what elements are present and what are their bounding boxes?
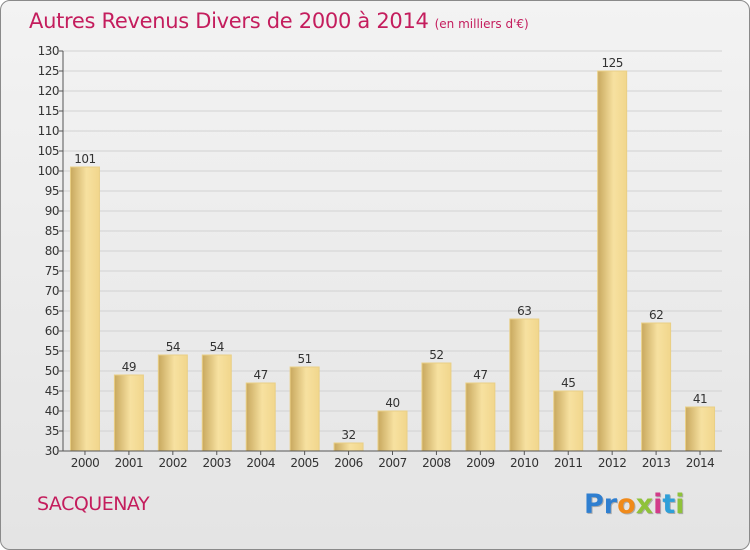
bar bbox=[245, 382, 276, 452]
logo-letter: o bbox=[617, 489, 636, 520]
x-tick-label: 2006 bbox=[334, 456, 363, 470]
x-tick-label: 2007 bbox=[378, 456, 407, 470]
data-label: 62 bbox=[649, 308, 663, 322]
data-label: 49 bbox=[122, 360, 136, 374]
y-tick-label: 55 bbox=[45, 344, 59, 358]
data-label: 54 bbox=[166, 340, 180, 354]
y-tick-label: 65 bbox=[45, 304, 59, 318]
bar bbox=[685, 406, 716, 452]
data-label: 54 bbox=[210, 340, 224, 354]
y-axis-ticks: 30 35 40 45 50 55 60 65 70 75 80 85 90 95 100 105 110 115… bbox=[38, 44, 63, 458]
y-tick-label: 110 bbox=[38, 124, 59, 138]
data-label: 47 bbox=[473, 368, 487, 382]
x-tick-label: 2001 bbox=[115, 456, 144, 470]
logo-letter: t bbox=[662, 489, 676, 520]
data-label: 45 bbox=[561, 376, 575, 390]
y-tick-label: 105 bbox=[38, 144, 59, 158]
bar bbox=[641, 322, 672, 452]
bars bbox=[69, 70, 716, 452]
axes bbox=[62, 51, 722, 452]
y-tick-label: 85 bbox=[45, 224, 59, 238]
chart-subtitle: (en milliers d'€) bbox=[434, 17, 529, 31]
x-tick-label: 2002 bbox=[159, 456, 188, 470]
x-tick-label: 2008 bbox=[422, 456, 451, 470]
data-label: 52 bbox=[429, 348, 443, 362]
logo-letter: x bbox=[635, 489, 654, 520]
data-label: 32 bbox=[341, 428, 355, 442]
bar bbox=[113, 374, 144, 452]
x-tick-label: 2011 bbox=[554, 456, 583, 470]
data-label: 63 bbox=[517, 304, 531, 318]
bar bbox=[509, 318, 540, 452]
proxiti-logo: Proxiti bbox=[584, 489, 685, 520]
bar bbox=[377, 410, 408, 452]
y-tick-label: 115 bbox=[38, 104, 59, 118]
y-tick-label: 40 bbox=[45, 404, 59, 418]
bar bbox=[201, 354, 232, 452]
x-tick-label: 2013 bbox=[642, 456, 671, 470]
x-tick-label: 2014 bbox=[686, 456, 715, 470]
y-tick-label: 60 bbox=[45, 324, 59, 338]
x-tick-label: 2004 bbox=[246, 456, 275, 470]
data-label: 40 bbox=[385, 396, 399, 410]
logo-letter: r bbox=[603, 489, 618, 520]
y-tick-label: 100 bbox=[38, 164, 59, 178]
bar bbox=[597, 70, 628, 452]
x-tick-label: 2003 bbox=[202, 456, 231, 470]
data-label: 125 bbox=[601, 56, 622, 70]
x-tick-label: 2005 bbox=[290, 456, 319, 470]
commune-name: SACQUENAY bbox=[37, 493, 150, 515]
y-tick-label: 50 bbox=[45, 364, 59, 378]
logo-letter: i bbox=[675, 489, 685, 520]
logo-letter: i bbox=[653, 489, 663, 520]
x-tick-label: 2012 bbox=[598, 456, 627, 470]
bar bbox=[69, 166, 100, 452]
y-tick-label: 95 bbox=[45, 184, 59, 198]
data-label: 101 bbox=[74, 152, 95, 166]
x-tick-label: 2010 bbox=[510, 456, 539, 470]
y-tick-label: 45 bbox=[45, 384, 59, 398]
bar bbox=[553, 390, 584, 452]
data-label: 51 bbox=[297, 352, 311, 366]
y-tick-label: 125 bbox=[38, 64, 59, 78]
logo-letter: P bbox=[584, 489, 604, 520]
y-tick-label: 90 bbox=[45, 204, 59, 218]
x-axis-ticks: 2000 2001 2002 2003 2004 2005 2006 2007 2008 2009… bbox=[71, 451, 715, 470]
y-tick-label: 120 bbox=[38, 84, 59, 98]
y-tick-label: 80 bbox=[45, 244, 59, 258]
bar bbox=[289, 366, 320, 452]
x-tick-label: 2009 bbox=[466, 456, 495, 470]
y-tick-label: 35 bbox=[45, 424, 59, 438]
y-tick-label: 30 bbox=[45, 444, 59, 458]
data-label: 41 bbox=[693, 392, 707, 406]
bar bbox=[465, 382, 496, 452]
y-tick-label: 70 bbox=[45, 284, 59, 298]
data-label: 47 bbox=[254, 368, 268, 382]
bar bbox=[421, 362, 452, 452]
bar bbox=[157, 354, 188, 452]
title-text: Autres Revenus Divers de 2000 à 2014 bbox=[29, 9, 429, 33]
bar bbox=[333, 442, 364, 452]
x-tick-label: 2000 bbox=[71, 456, 100, 470]
data-labels: 101 49 54 54 47 51 32 40 52 47 63 45 125 62 41 bbox=[74, 56, 707, 442]
chart-title: Autres Revenus Divers de 2000 à 2014 (en … bbox=[29, 9, 529, 33]
y-tick-label: 75 bbox=[45, 264, 59, 278]
y-tick-label: 130 bbox=[38, 44, 59, 58]
